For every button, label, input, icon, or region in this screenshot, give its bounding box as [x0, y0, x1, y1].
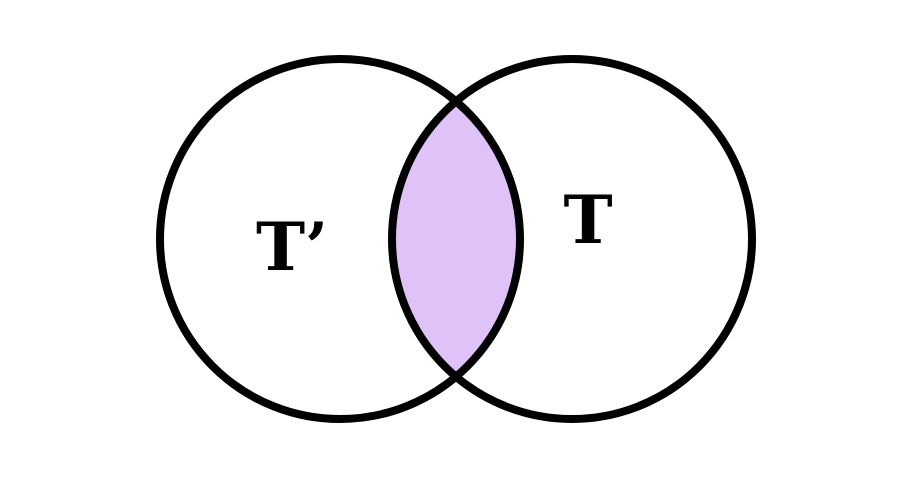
- right-set-circle: [388, 55, 756, 423]
- left-set-circle: [156, 55, 524, 423]
- intersection-region: [392, 59, 520, 419]
- right-set-label: T: [563, 181, 612, 259]
- left-set-label: T’: [256, 208, 328, 286]
